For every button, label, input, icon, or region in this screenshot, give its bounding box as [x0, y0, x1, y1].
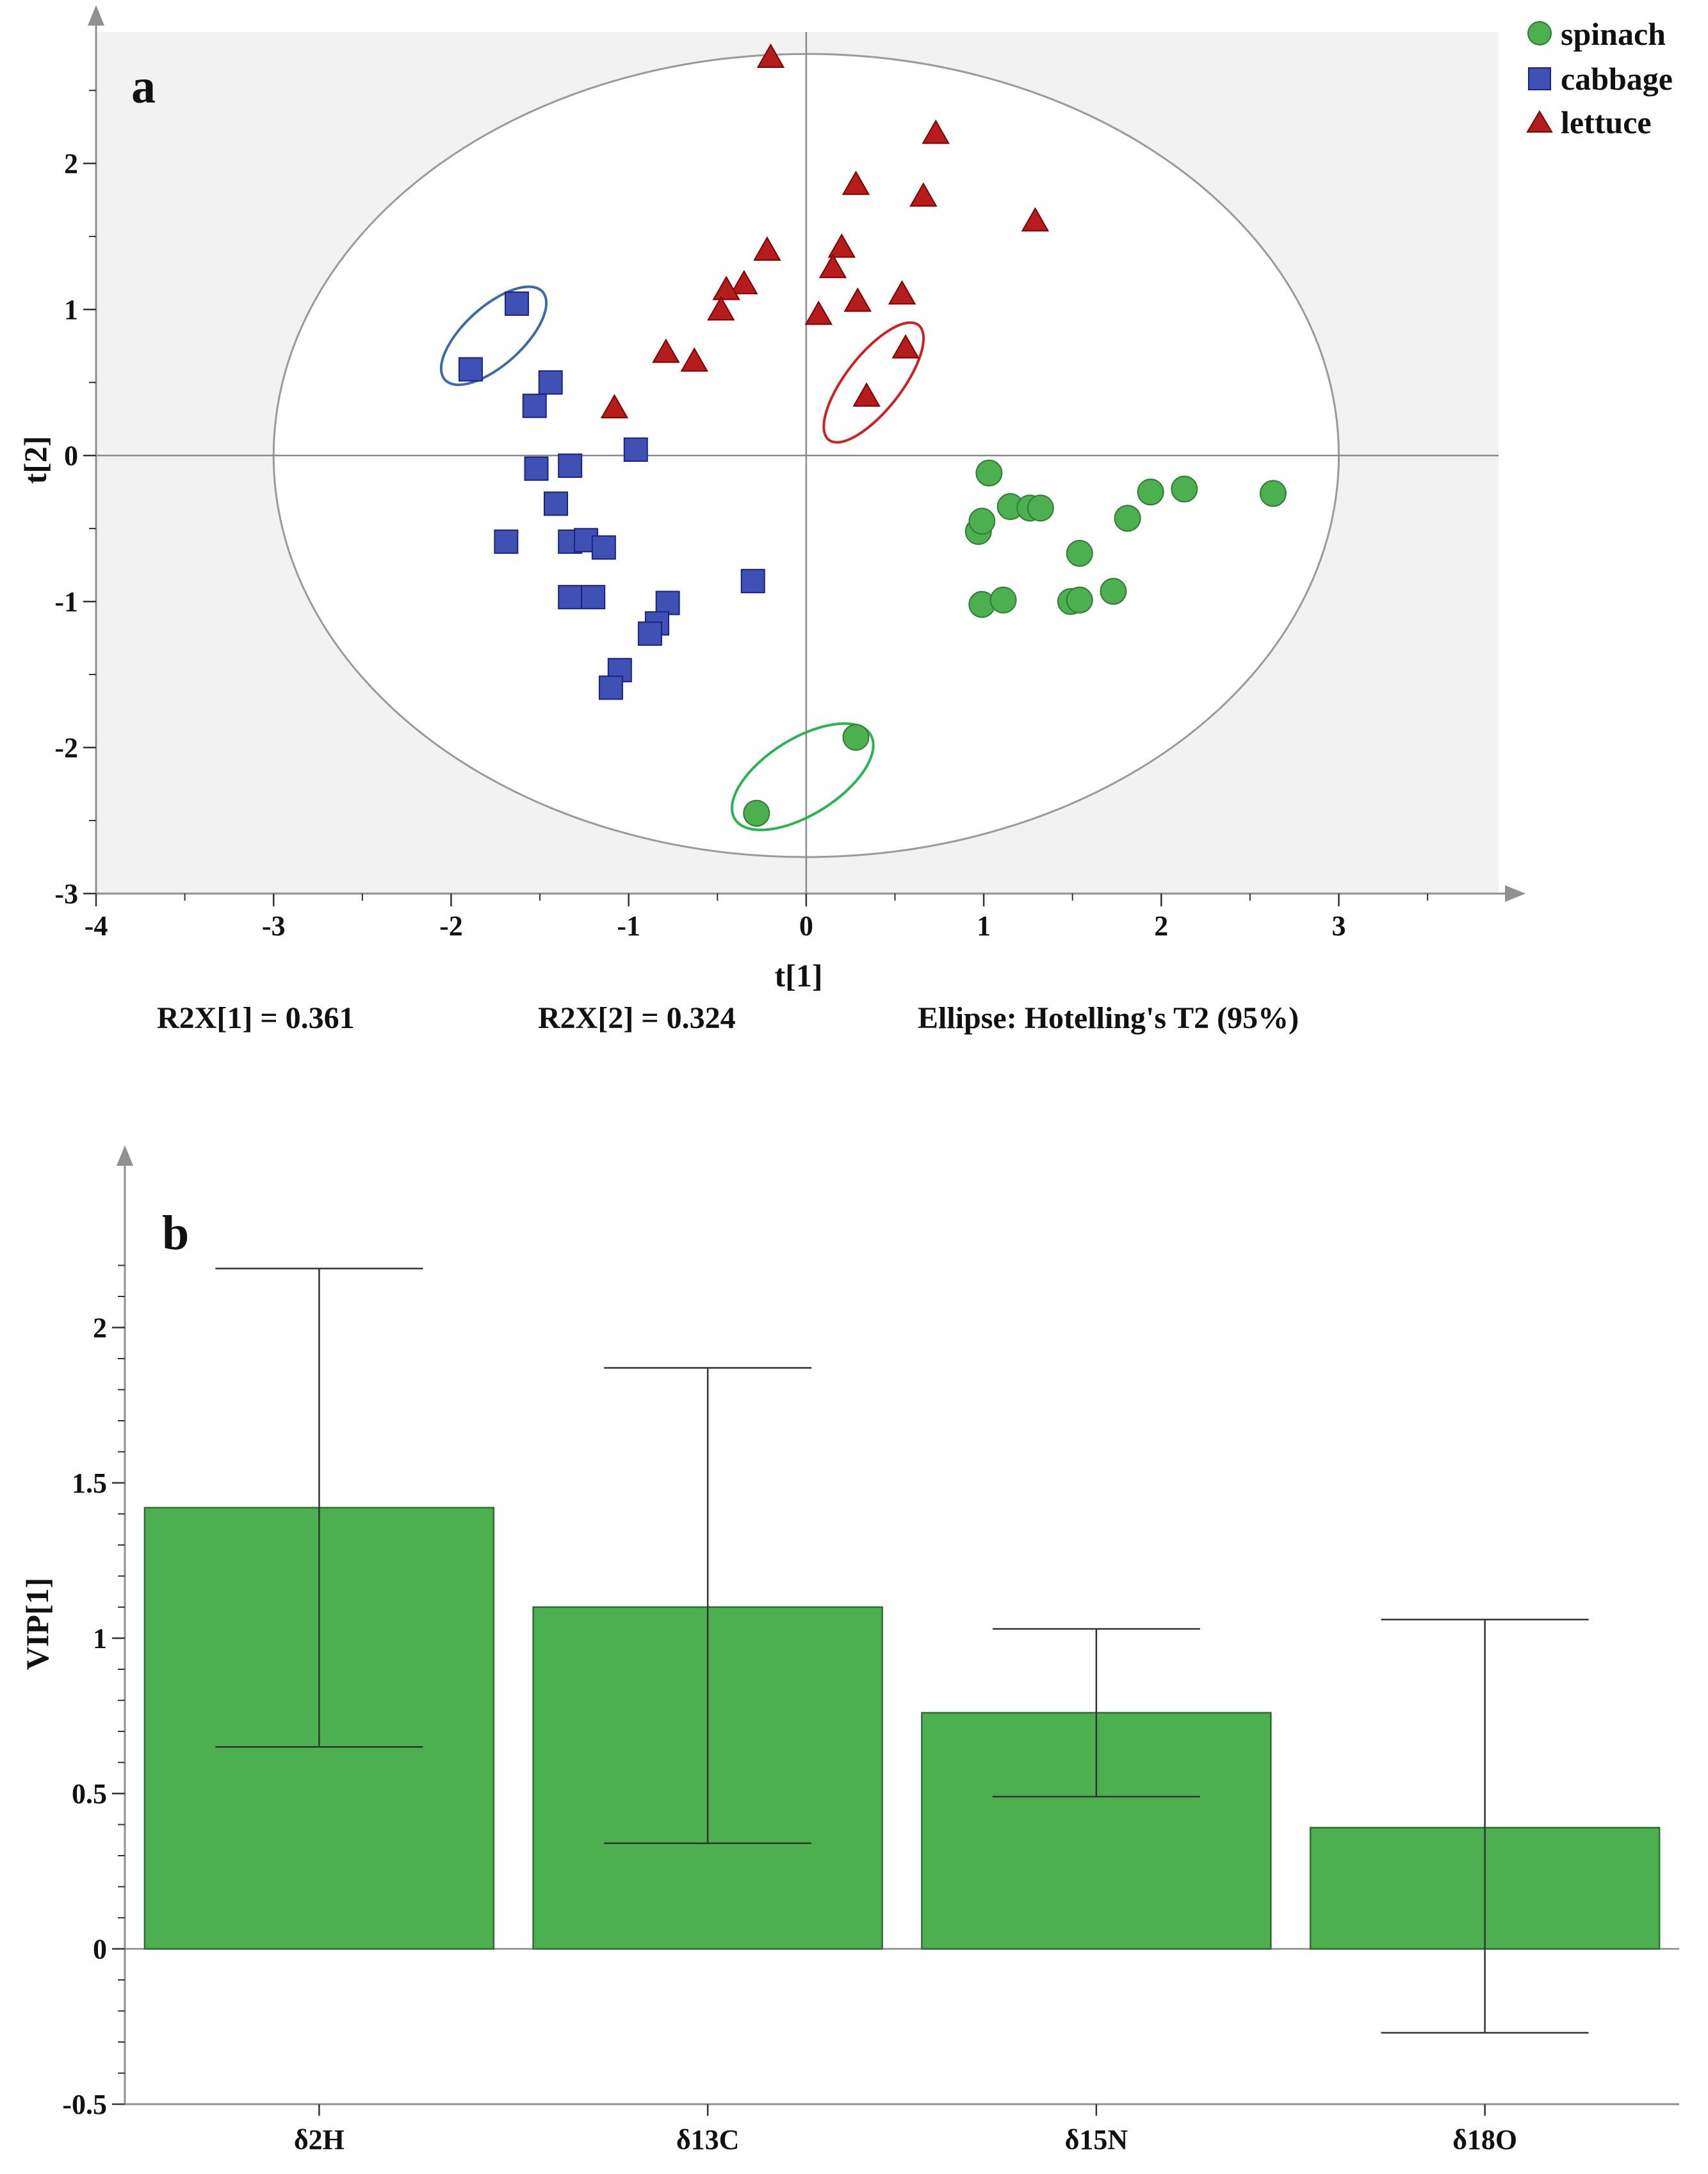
y-axis-arrow-b	[117, 1145, 133, 1166]
y-tick-label-a: -3	[54, 878, 78, 910]
lettuce-point	[891, 334, 920, 359]
spinach-point	[743, 799, 770, 827]
spinach-group-ellipse	[730, 722, 875, 831]
cabbage-point	[598, 675, 623, 700]
lettuce-point	[652, 338, 680, 363]
y-tick-label-a: 2	[64, 148, 78, 179]
legend-cabbage-marker	[1528, 67, 1551, 90]
y-axis-arrow-a	[88, 5, 104, 26]
r2x1-label: R2X[1] = 0.361	[157, 1001, 355, 1035]
legend: spinach cabbage lettuce	[1526, 16, 1673, 140]
y-tick-label-a: 0	[64, 440, 78, 471]
category-label-1: δ2H	[294, 2124, 345, 2155]
spinach-point	[1100, 578, 1127, 605]
spinach-point	[1027, 494, 1054, 522]
y-tick-label-b: 1.5	[72, 1467, 107, 1499]
y-tick-label-b: 0.5	[72, 1778, 107, 1810]
cabbage-point	[522, 393, 547, 418]
lettuce-point	[707, 296, 735, 321]
legend-cabbage-label: cabbage	[1561, 61, 1673, 97]
y-tick-label-a: -2	[54, 732, 78, 764]
hotelling-note: Ellipse: Hotelling's T2 (95%)	[918, 1001, 1299, 1035]
legend-spinach-marker	[1527, 21, 1552, 45]
x-tick-label-a: 3	[1332, 910, 1346, 942]
category-label-3: δ15N	[1065, 2124, 1128, 2155]
y-tick-label-b: 2	[93, 1312, 107, 1344]
lettuce-point	[1021, 207, 1050, 232]
cabbage-point	[740, 569, 765, 594]
lettuce-point	[680, 347, 708, 372]
category-label-4: δ18O	[1452, 2124, 1517, 2155]
lettuce-point	[600, 394, 629, 419]
cabbage-point	[637, 621, 662, 646]
spinach-point	[1259, 480, 1287, 507]
x-tick-label-a: 0	[799, 910, 813, 942]
lettuce-point	[842, 170, 870, 195]
lettuce-point	[756, 44, 785, 69]
lettuce-point	[922, 119, 950, 144]
cabbage-point	[655, 591, 680, 616]
r2x2-label: R2X[2] = 0.324	[538, 1001, 736, 1035]
y-tick-label-b: 1	[93, 1623, 107, 1655]
x-tick-label-a: -3	[262, 910, 286, 942]
x-tick-label-a: -2	[439, 910, 463, 942]
lettuce-point	[712, 275, 740, 300]
spinach-point	[975, 459, 1003, 487]
y-axis-title-b: VIP[1]	[19, 1578, 55, 1670]
lettuce-point	[852, 382, 881, 407]
legend-lettuce-marker	[1526, 110, 1553, 133]
category-label-2: δ13C	[676, 2124, 740, 2155]
cabbage-point	[524, 456, 549, 481]
spinach-point	[1066, 586, 1093, 614]
panel-b-letter: b	[162, 1206, 189, 1260]
lettuce-point	[827, 233, 856, 258]
lettuce-point	[888, 280, 916, 305]
y-axis-title-a: t[2]	[17, 436, 53, 484]
lettuce-point	[804, 300, 833, 325]
cabbage-point	[558, 454, 583, 478]
lettuce-group-ellipse	[822, 321, 925, 444]
lettuce-point	[909, 182, 938, 207]
y-tick-label-a: -1	[54, 586, 78, 617]
cabbage-point	[494, 529, 519, 554]
legend-spinach-label: spinach	[1561, 16, 1666, 52]
cabbage-point	[543, 491, 568, 516]
lettuce-point	[818, 254, 847, 279]
spinach-point	[1066, 539, 1093, 567]
spinach-point	[968, 507, 996, 535]
cabbage-point	[505, 291, 529, 316]
spinach-point	[1171, 475, 1198, 503]
spinach-point	[842, 724, 870, 751]
panel-a-letter: a	[131, 60, 156, 113]
lettuce-point	[753, 236, 781, 261]
cabbage-point	[458, 357, 483, 382]
y-tick-label-b: -0.5	[62, 2089, 107, 2120]
cabbage-point	[623, 437, 648, 462]
lettuce-point	[843, 287, 872, 312]
cabbage-group-ellipse	[439, 285, 548, 386]
lettuce-point	[730, 270, 758, 295]
spinach-point	[989, 586, 1017, 614]
spinach-point	[1137, 478, 1164, 506]
legend-lettuce-label: lettuce	[1561, 104, 1652, 140]
cabbage-point	[581, 585, 606, 610]
x-tick-label-a: 2	[1154, 910, 1168, 942]
x-tick-label-a: -1	[617, 910, 640, 942]
x-axis-arrow-a	[1505, 885, 1525, 902]
x-axis-title-a: t[1]	[775, 958, 823, 993]
x-tick-label-a: 1	[977, 910, 991, 942]
spinach-point	[1114, 505, 1141, 532]
x-tick-label-a: -4	[85, 910, 108, 942]
vip-bar-panel: -0.5 0 0.5 1 1.5 2 δ2H δ13C δ15N δ18O b VIP[1]	[19, 1145, 1679, 2155]
y-tick-label-b: 0	[93, 1934, 107, 1965]
y-tick-label-a: 1	[64, 294, 78, 325]
cabbage-point	[558, 585, 583, 610]
cabbage-point	[591, 535, 616, 560]
cabbage-point	[538, 370, 563, 395]
